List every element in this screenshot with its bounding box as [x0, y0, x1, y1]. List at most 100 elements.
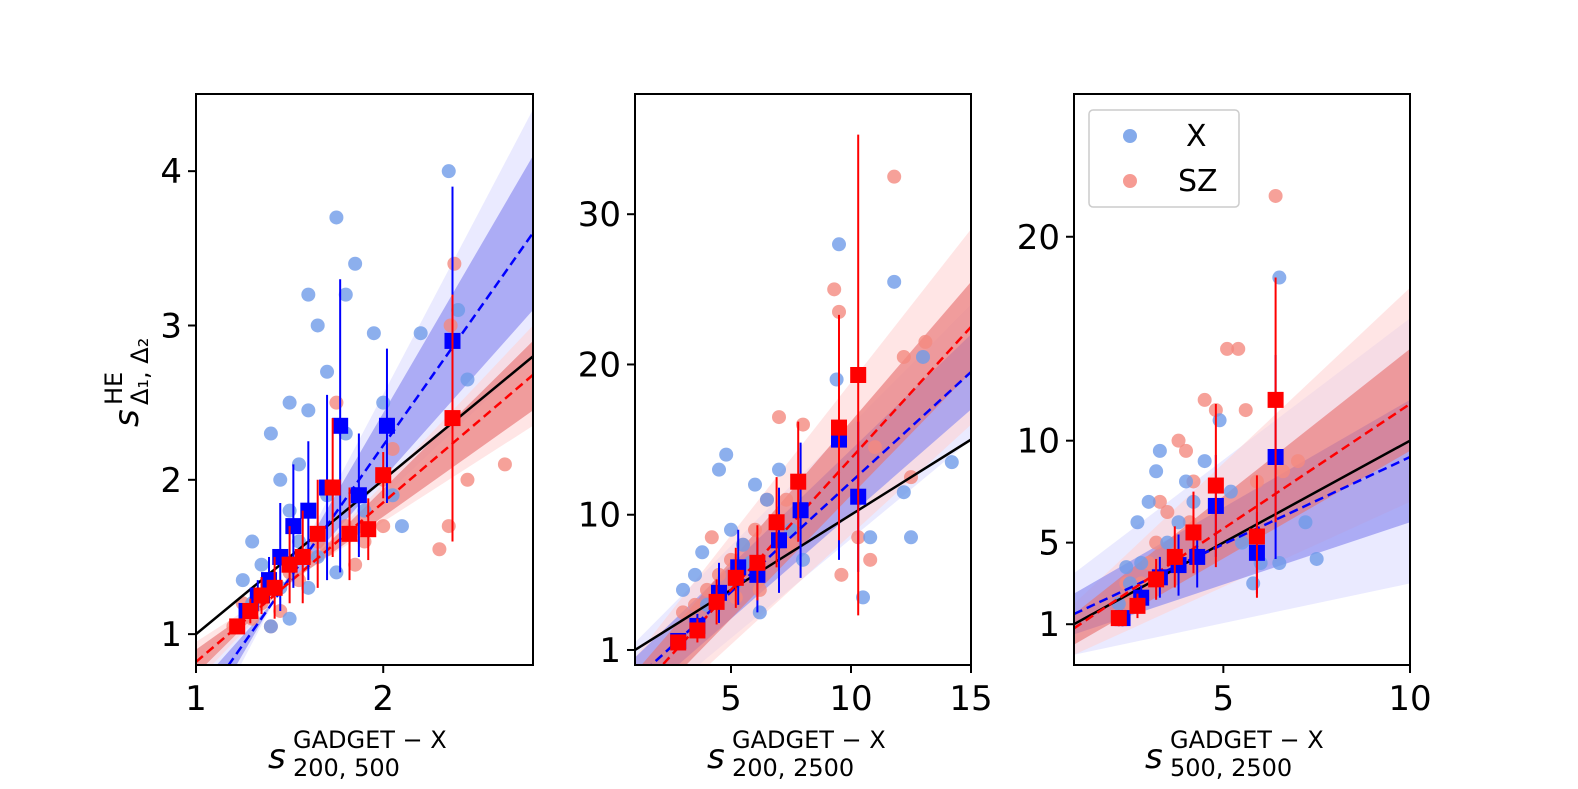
y-axis-title: s HE Δ₁, Δ₂	[100, 338, 154, 427]
scatter-point-x	[1309, 551, 1324, 566]
scatter-point-sz	[827, 282, 842, 297]
scatter-point-sz	[1152, 494, 1167, 509]
binned-marker-sz	[749, 554, 766, 571]
legend: X SZ	[1088, 109, 1240, 208]
y-tick-label: 10	[1017, 422, 1060, 462]
scatter-point-x	[887, 274, 902, 289]
scatter-point-sz	[1231, 341, 1246, 356]
binned-marker-sz	[1148, 571, 1165, 588]
scatter-point-x	[1130, 515, 1145, 530]
fit-line-x	[1074, 455, 1410, 616]
plot-frame	[195, 93, 534, 666]
binned-marker-sz	[670, 634, 687, 651]
legend-label-x: X	[1186, 119, 1207, 154]
scatter-point-sz	[887, 169, 902, 184]
scatter-point-x	[376, 395, 391, 410]
y-tick-label: 10	[578, 496, 621, 536]
plot-frame	[1073, 93, 1411, 666]
binned-marker-sz	[266, 579, 283, 596]
x-tick-label: 10	[829, 679, 872, 719]
scatter-point-x	[1272, 270, 1287, 285]
scatter-point-x	[282, 395, 297, 410]
x-axis-title-right: s GADGET − X 500, 2500	[1145, 726, 1324, 782]
scatter-point-x	[460, 372, 475, 387]
plot-frame	[634, 93, 972, 666]
scatter-point-x	[916, 349, 930, 364]
scatter-point-sz	[447, 256, 462, 271]
scatter-point-x	[1197, 454, 1212, 469]
binned-marker-sz	[768, 514, 785, 531]
binned-marker-sz	[1129, 597, 1146, 614]
binned-marker-x	[300, 502, 317, 519]
y-tick-label: 20	[578, 345, 621, 385]
x-axis-title-right-sub: 500, 2500	[1170, 754, 1292, 782]
scatter-point-sz	[376, 519, 391, 534]
scatter-point-sz	[348, 557, 363, 572]
panel-left: 1 2 1 2 3 4	[160, 93, 534, 719]
scatter-point-x	[944, 455, 959, 470]
binned-marker-sz	[790, 473, 807, 490]
legend-label-sz: SZ	[1178, 164, 1218, 199]
scatter-point-sz	[1160, 505, 1175, 520]
scatter-point-sz	[1276, 464, 1291, 479]
scatter-point-x	[235, 573, 250, 588]
scatter-point-sz	[832, 304, 846, 319]
scatter-point-x	[301, 403, 316, 418]
scatter-point-x	[1123, 576, 1137, 591]
x-axis-title-left-sub: 200, 500	[293, 754, 400, 782]
scatter-point-x	[451, 303, 466, 318]
scatter-point-x	[1134, 556, 1149, 571]
binned-marker-sz	[1110, 610, 1127, 627]
scatter-point-x	[832, 237, 846, 252]
scatter-point-x	[394, 519, 409, 534]
x-axis-title-right-sup: GADGET − X	[1170, 726, 1324, 754]
scatter-point-x	[1119, 560, 1134, 575]
scatter-point-x	[329, 210, 344, 225]
scatter-point-x	[282, 503, 297, 518]
binned-marker-sz	[294, 548, 311, 565]
x-axis-title-middle: s GADGET − X 200, 2500	[707, 726, 886, 782]
scatter-point-x	[688, 567, 702, 582]
scatter-point-sz	[1149, 535, 1164, 550]
binned-marker-x	[1189, 548, 1206, 565]
binned-marker-sz	[281, 556, 298, 573]
scatter-point-sz	[896, 349, 911, 364]
binned-marker-x	[792, 502, 809, 519]
scatter-point-x	[1171, 515, 1186, 530]
binned-marker-x	[285, 518, 302, 535]
scatter-point-x	[338, 287, 353, 302]
x-tick-label: 10	[1388, 679, 1431, 719]
binned-marker-sz	[324, 479, 341, 496]
binned-marker-sz	[360, 521, 377, 538]
binned-marker-sz	[689, 622, 706, 639]
scatter-point-sz	[863, 552, 878, 567]
scatter-point-sz	[676, 605, 690, 620]
scatter-point-sz	[385, 441, 400, 456]
binned-marker-sz	[242, 602, 259, 619]
scatter-point-x	[320, 364, 335, 379]
scatter-point-sz	[700, 582, 714, 597]
scatter-point-x	[1246, 576, 1261, 591]
plot-area	[196, 109, 533, 665]
scatter-point-x	[676, 582, 690, 597]
binned-marker-sz	[375, 467, 392, 484]
y-tick-label: 5	[1038, 524, 1060, 564]
scatter-point-sz	[460, 472, 475, 487]
y-axis-title-sub: Δ₁, Δ₂	[126, 338, 154, 405]
scatter-point-sz	[868, 440, 882, 455]
y-tick-label: 3	[160, 306, 182, 346]
y-tick-label: 1	[599, 631, 621, 671]
plot-area	[1074, 188, 1410, 655]
scatter-point-sz	[1171, 433, 1186, 448]
scatter-point-sz	[432, 542, 447, 557]
plot-area	[635, 134, 971, 665]
scatter-point-x	[263, 619, 278, 634]
binned-marker-sz	[229, 618, 246, 635]
scatter-point-x	[829, 372, 844, 387]
scatter-point-x	[896, 485, 911, 500]
scatter-point-sz	[497, 457, 512, 472]
reference-line	[635, 438, 971, 652]
legend-marker-sz	[1123, 174, 1137, 188]
